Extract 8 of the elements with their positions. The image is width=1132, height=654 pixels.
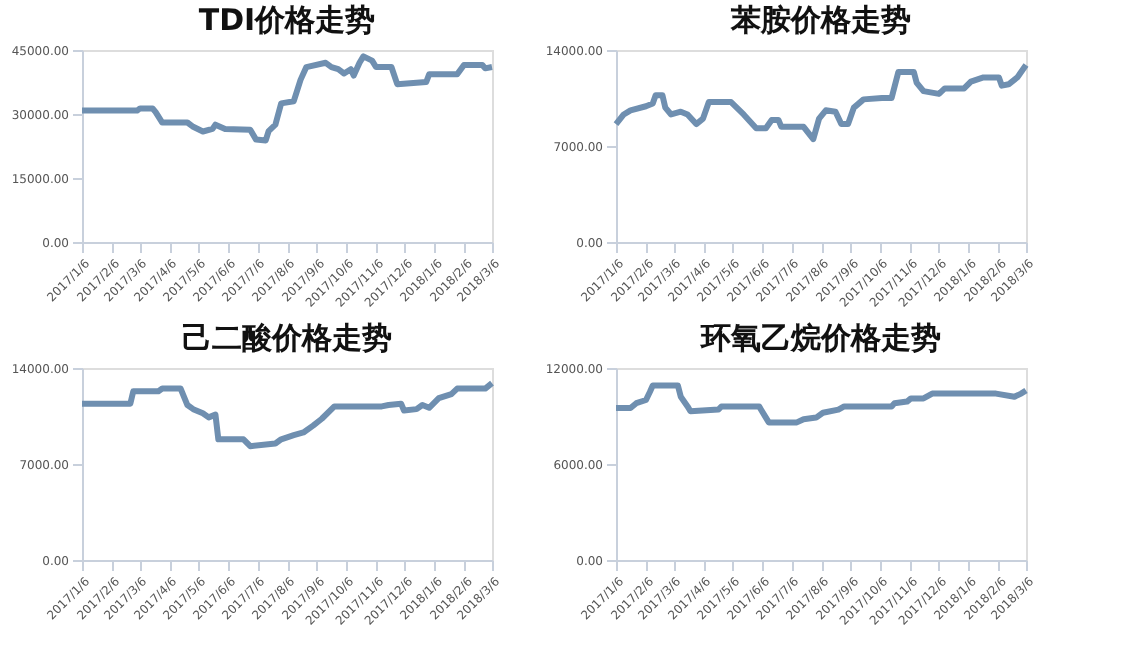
chart-title: 环氧乙烷价格走势 [699, 320, 941, 356]
line-series [613, 62, 1029, 143]
chart-title: 己二酸价格走势 [182, 320, 392, 356]
line-series [79, 53, 495, 144]
chart-title: 苯胺价格走势 [729, 2, 911, 38]
chart-title: TDI价格走势 [198, 2, 376, 38]
line-series [613, 382, 1029, 426]
line-series [79, 380, 495, 450]
